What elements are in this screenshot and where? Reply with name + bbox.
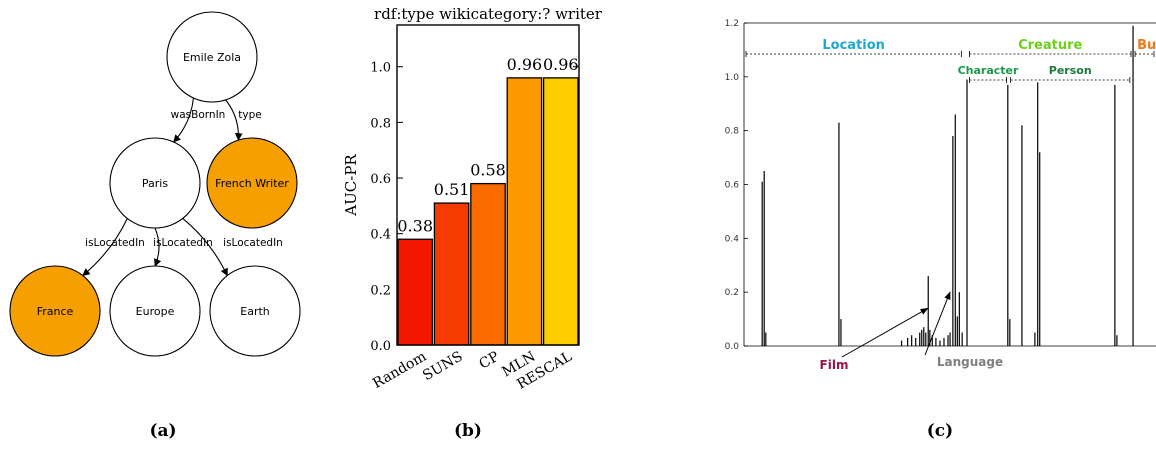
graph-edge-paris-earth	[182, 218, 228, 277]
group-label-character: Character	[958, 64, 1019, 77]
plot-frame	[396, 24, 580, 346]
node-label-france: France	[37, 305, 74, 318]
y-tick-label: 0.8	[725, 127, 740, 137]
y-axis-label: AUC-PR	[342, 154, 360, 217]
edge-label-zola-writer: type	[238, 109, 261, 121]
node-label-zola: Emile Zola	[183, 51, 241, 64]
graph-edge-paris-france	[82, 218, 128, 277]
bar-value-label: 0.58	[470, 161, 506, 180]
y-tick-label: 0.6	[725, 181, 740, 191]
bar-value-label: 0.51	[434, 180, 470, 199]
y-tick-label: 0.2	[370, 283, 391, 298]
group-label-budget: Budget	[1137, 38, 1156, 53]
edge-label-paris-europe: isLocatedIn	[153, 237, 213, 249]
bar-value-label: 0.38	[397, 216, 433, 235]
bar-cp	[470, 182, 506, 346]
x-tick-label: CP	[477, 349, 502, 373]
edge-label-paris-france: isLocatedIn	[85, 237, 145, 249]
group-label-location: Location	[822, 38, 885, 53]
graph-node-writer	[206, 137, 298, 229]
edge-label-zola-paris: wasBornIn	[171, 109, 226, 121]
annotation-film: Film	[820, 358, 849, 372]
panel-c-label: (c)	[927, 421, 953, 441]
group-label-creature: Creature	[1018, 38, 1082, 53]
bar-random	[397, 238, 434, 346]
edge-label-paris-earth: isLocatedIn	[223, 237, 283, 249]
graph-edge-zola-paris	[173, 97, 194, 143]
annotation-arrow-language	[924, 291, 951, 356]
x-tick-label: SUNS	[420, 349, 465, 384]
node-label-earth: Earth	[240, 305, 270, 318]
bar-rescal	[542, 77, 579, 346]
bar-value-label: 0.96	[507, 55, 543, 74]
graph-node-earth	[209, 265, 301, 357]
y-tick-label: 0.0	[370, 339, 391, 354]
graph-edge-paris-europe	[154, 227, 162, 267]
panel-a-label: (a)	[149, 421, 176, 441]
panel-b-label: (b)	[454, 421, 482, 441]
y-tick-label: 0.6	[370, 172, 391, 187]
y-tick-label: 0.8	[370, 116, 391, 131]
y-tick-label: 1.2	[725, 19, 739, 29]
latent-component-chart: 0.0 0.2 0.4 0.6 0.8 1.0 1.2 Location Creature Bud…	[725, 19, 1156, 372]
bar-mln	[506, 77, 543, 346]
annotation-language: Language	[937, 355, 1003, 369]
bar-value-label: 0.96	[543, 55, 579, 74]
node-label-writer: French Writer	[215, 177, 289, 190]
graph-node-france	[9, 265, 101, 357]
y-tick-label: 0.0	[725, 342, 740, 352]
graph-edge-zola-writer	[225, 99, 243, 141]
graph-node-zola	[166, 11, 258, 103]
node-label-europe: Europe	[136, 305, 175, 318]
knowledge-graph-panel: wasBornIn type isLocatedIn isLocatedIn isLoc…	[9, 11, 301, 357]
graph-node-europe	[109, 265, 201, 357]
y-tick-label: 1.0	[725, 73, 740, 83]
auc-pr-bar-chart: rdf:type wikicategory:? writer AUC-PR 0.0 0…	[342, 5, 603, 393]
y-tick-label: 1.0	[370, 61, 391, 76]
chart-title: rdf:type wikicategory:? writer	[374, 5, 603, 23]
annotation-arrow-film	[841, 307, 929, 358]
bar-suns	[433, 202, 470, 346]
y-tick-label: 0.4	[725, 234, 740, 244]
group-label-person: Person	[1049, 64, 1092, 77]
y-tick-label: 0.4	[370, 228, 391, 243]
y-tick-label: 0.2	[725, 288, 739, 298]
graph-node-paris	[109, 137, 201, 229]
node-label-paris: Paris	[142, 177, 168, 190]
